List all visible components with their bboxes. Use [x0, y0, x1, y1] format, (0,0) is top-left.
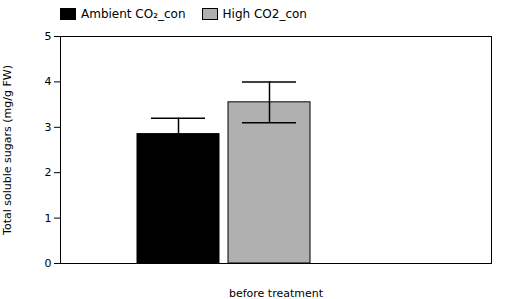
svg-text:4: 4: [45, 75, 52, 88]
html-text:High CO2_con: High CO2_con: [222, 7, 307, 21]
svg-text:1: 1: [45, 212, 52, 225]
svg-text:Total soluble sugars (mg/g FW): Total soluble sugars (mg/g FW): [1, 65, 14, 236]
svg-text:3: 3: [45, 121, 52, 134]
svg-text:2: 2: [45, 166, 52, 179]
svg-text:0: 0: [45, 257, 52, 270]
svg-text:5: 5: [45, 30, 52, 43]
html-text:Ambient CO₂_con: Ambient CO₂_con: [81, 7, 186, 21]
svg-text:before treatment: before treatment: [229, 287, 324, 299]
